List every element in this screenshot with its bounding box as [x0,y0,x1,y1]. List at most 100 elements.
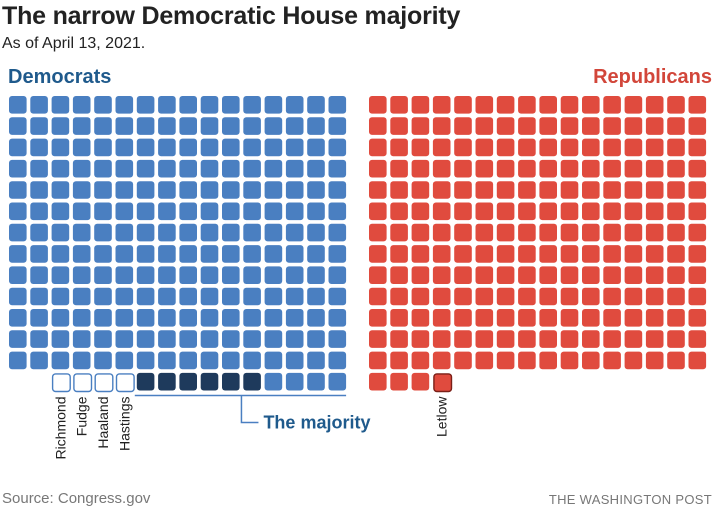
republican-seat [496,159,515,178]
democrat-seat [51,245,70,263]
republican-seat [645,330,664,348]
republican-seat [496,138,515,157]
republican-seat [496,245,515,263]
democrat-seat [115,351,134,370]
democrat-seat [307,309,325,327]
democrat-seat [222,330,240,348]
republican-seat [475,309,494,327]
republican-seat [369,96,387,114]
republican-seat [475,138,494,157]
republican-seat [432,245,451,263]
republican-seat [560,351,579,370]
republican-seat [369,309,387,327]
republican-seat [369,223,387,242]
democrat-seat [285,351,304,370]
democrat-majority-seat [136,372,155,391]
democrat-seat [285,138,304,157]
democrat-seat [179,138,197,157]
democrat-seat [72,245,91,263]
republican-seat [390,287,408,306]
democrat-seat [115,245,134,263]
republican-seat [582,138,600,157]
republican-seat [624,223,643,242]
republican-seat [454,309,472,327]
democrat-seat [328,117,347,135]
republican-seat [582,202,600,221]
democrat-seat [243,202,261,221]
republican-seat [688,202,707,221]
democrat-seat [158,223,176,242]
democrat-seat [136,181,155,199]
republican-seat [560,159,579,178]
democrat-seat [72,309,91,327]
democrat-seat [9,117,27,135]
democrat-seat [179,330,197,348]
republican-seat [369,372,387,391]
republican-seat [582,245,600,263]
republicans-label: Republicans [593,66,712,88]
democrat-seat [328,287,347,306]
democrat-seat [307,96,325,114]
democrat-seat [136,245,155,263]
democrat-seat [72,117,91,135]
republican-seat [667,96,685,114]
republican-seat [624,330,643,348]
democrat-seat [30,287,48,306]
republican-seat [539,202,557,221]
democrat-seat [115,96,134,114]
democrat-seat [285,330,304,348]
republican-seat [624,309,643,327]
republican-seat [667,245,685,263]
democrat-seat [9,138,27,157]
democrat-seat [328,330,347,348]
republican-seat [624,287,643,306]
democrat-seat [30,96,48,114]
democrat-seat [307,351,325,370]
democrat-seat [136,117,155,135]
republican-seat [624,181,643,199]
republican-seat [539,138,557,157]
republican-seat [518,181,536,199]
democrat-seat [72,181,91,199]
democrat-seat [243,330,261,348]
republican-seat [432,330,451,348]
democrat-seat [72,330,91,348]
republican-seat [560,223,579,242]
democrat-seat [158,159,176,178]
republican-seat [411,351,430,370]
democrat-seat [136,223,155,242]
democrat-seat [328,372,347,391]
republican-seat [475,223,494,242]
republican-seat [496,96,515,114]
democrat-seat [94,309,112,327]
republican-seat [411,159,430,178]
democrat-seat [200,202,219,221]
democrat-seat [222,266,240,284]
democrat-seat [222,245,240,263]
democrat-seat [94,117,112,135]
republican-seat [624,245,643,263]
majority-annotation: The majority [263,413,370,433]
democrat-seat [158,245,176,263]
republican-seat [582,159,600,178]
republican-seat [624,351,643,370]
republican-seat [475,330,494,348]
republican-seat [475,266,494,284]
republican-seat [624,117,643,135]
republican-seat [688,287,707,306]
democrat-majority-seat [243,372,261,391]
democrat-seat [158,138,176,157]
democrat-seat [285,117,304,135]
democrat-seat [136,159,155,178]
democrat-seat [94,266,112,284]
democrat-seat [136,96,155,114]
republican-seat [496,202,515,221]
republican-seat [582,287,600,306]
republican-seat [624,138,643,157]
republican-seat [496,181,515,199]
republican-seat [496,287,515,306]
democrat-seat [158,351,176,370]
republican-seat [390,223,408,242]
republican-seat [496,117,515,135]
democrat-seat [222,181,240,199]
